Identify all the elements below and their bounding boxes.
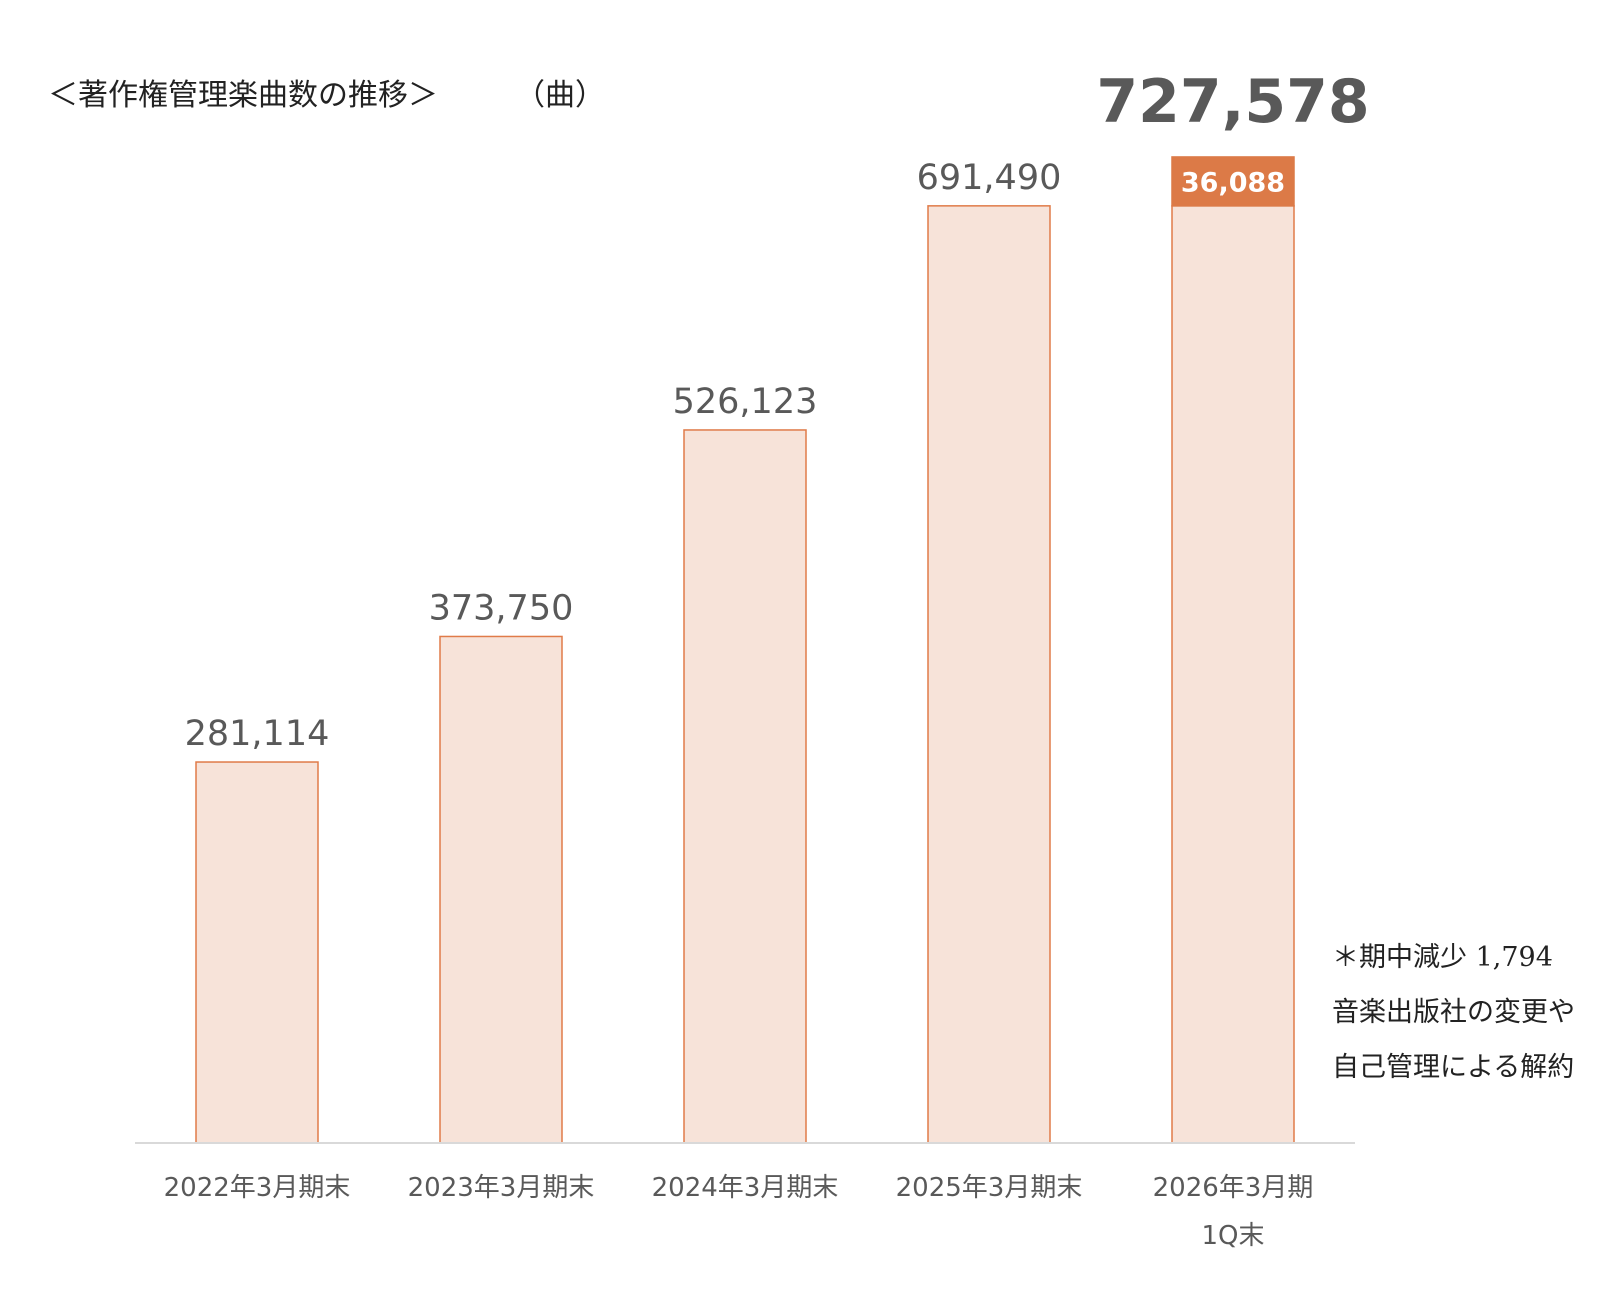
- bar-series1-3: [683, 429, 807, 1144]
- data-label-3: 526,123: [673, 382, 818, 422]
- bar-series1-2: [439, 635, 563, 1144]
- data-label-4: 691,490: [917, 158, 1062, 198]
- x-tick-label-3: 2024年3月期末: [652, 1173, 839, 1203]
- x-tick-label-5-line2: 1Q末: [1201, 1221, 1264, 1251]
- x-tick-label-4: 2025年3月期末: [896, 1173, 1083, 1203]
- x-tick-label-5: 2026年3月期: [1153, 1173, 1314, 1203]
- bars-layer: [195, 156, 1295, 1144]
- bar-series1-4: [927, 205, 1051, 1144]
- total-label-5: 727,578: [1096, 67, 1369, 137]
- x-tick-label-2: 2023年3月期末: [408, 1173, 595, 1203]
- labels-layer: 281,114 2022年3月期末 373,750 2023年3月期末 526,123 2…: [164, 67, 1370, 1251]
- note-line-2: 音楽出版社の変更や: [1332, 997, 1575, 1028]
- bar-series1-5: [1171, 205, 1295, 1144]
- segment-label-5: 36,088: [1181, 167, 1285, 198]
- note-line-1: ＊期中減少 1,794: [1332, 942, 1553, 973]
- bar-series1-1: [195, 761, 319, 1144]
- note-line-3: 自己管理による解約: [1332, 1052, 1575, 1083]
- data-label-2: 373,750: [429, 588, 574, 628]
- bar-series2-5: [1171, 156, 1295, 207]
- data-label-1: 281,114: [185, 714, 330, 754]
- chart-unit-label: （曲）: [515, 78, 605, 113]
- chart-title: ＜著作権管理楽曲数の推移＞: [48, 78, 438, 113]
- x-tick-label-1: 2022年3月期末: [164, 1173, 351, 1203]
